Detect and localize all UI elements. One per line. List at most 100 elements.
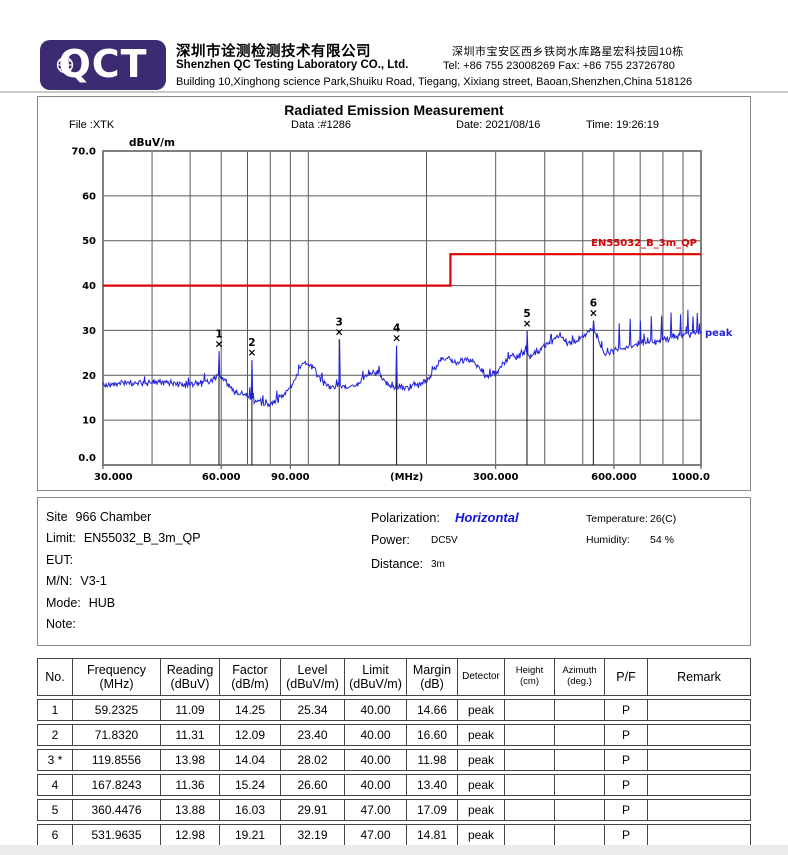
eut-label: EUT: — [46, 552, 74, 567]
column-header: Frequency (MHz) — [73, 658, 161, 696]
table-row: 5 360.4476 13.88 16.03 29.91 47.00 17.09 peak P — [37, 799, 751, 821]
table-cell: P — [605, 824, 648, 846]
table-cell — [648, 749, 751, 771]
info-right-column: Temperature: 26(C) Humidity: 54 % — [586, 509, 676, 551]
table-cell: 16.60 — [407, 724, 458, 746]
table-cell: 17.09 — [407, 799, 458, 821]
svg-text:90.000: 90.000 — [271, 472, 310, 483]
address-en: Building 10,Xinghong science Park,Shuiku… — [176, 76, 693, 88]
logo-text: QCT — [58, 42, 148, 86]
table-cell: P — [605, 724, 648, 746]
table-cell — [648, 774, 751, 796]
svg-text:6: 6 — [590, 298, 597, 310]
column-header: P/F — [605, 658, 648, 696]
table-cell: 13.40 — [407, 774, 458, 796]
table-cell: 119.8556 — [73, 749, 161, 771]
info-middle-column: Polarization: Horizontal Power: DC5V Dista… — [371, 507, 519, 577]
results-table-body: 1 59.2325 11.09 14.25 25.34 40.00 14.66 peak P 2 7… — [37, 699, 751, 846]
note-label: Note: — [46, 617, 76, 632]
table-cell — [505, 799, 555, 821]
table-cell: 59.2325 — [73, 699, 161, 721]
polarization-label: Polarization: — [371, 511, 440, 525]
globe-icon — [56, 56, 74, 74]
svg-text:×: × — [215, 338, 224, 350]
svg-text:60.000: 60.000 — [202, 472, 241, 483]
limit-label: Limit: — [46, 531, 76, 546]
mode-value: HUB — [88, 595, 116, 610]
test-info-section: Site 966 Chamber Limit: EN55032_B_3m_QP EU… — [37, 497, 751, 646]
table-cell: 6 — [37, 824, 73, 846]
file-label: File :XTK — [69, 119, 115, 131]
svg-text:30.000: 30.000 — [94, 472, 133, 483]
column-header: Height (cm) — [505, 658, 555, 696]
table-cell: 11.09 — [161, 699, 220, 721]
svg-text:20: 20 — [82, 371, 96, 382]
table-cell — [648, 824, 751, 846]
svg-text:×: × — [392, 333, 401, 345]
table-cell: 11.36 — [161, 774, 220, 796]
table-cell: 1 — [37, 699, 73, 721]
company-name-en: Shenzhen QC Testing Laboratory CO., Ltd. — [176, 59, 409, 71]
table-cell: 40.00 — [345, 749, 407, 771]
humidity-label: Humidity: — [586, 534, 630, 546]
table-cell: 25.34 — [281, 699, 345, 721]
table-cell: 14.25 — [220, 699, 281, 721]
table-row: 4 167.8243 11.36 15.24 26.60 40.00 13.40 peak P — [37, 774, 751, 796]
table-cell: 531.9635 — [73, 824, 161, 846]
table-cell: 47.00 — [345, 799, 407, 821]
svg-text:50: 50 — [82, 236, 96, 247]
svg-text:1000.0: 1000.0 — [671, 472, 710, 483]
svg-text:peak: peak — [705, 328, 733, 339]
table-cell: 5 — [37, 799, 73, 821]
table-cell — [505, 724, 555, 746]
column-header: Azimuth (deg.) — [555, 658, 605, 696]
table-cell — [555, 724, 605, 746]
table-cell — [648, 699, 751, 721]
table-cell: peak — [458, 699, 505, 721]
table-cell: 14.66 — [407, 699, 458, 721]
table-cell — [555, 699, 605, 721]
mn-label: M/N: — [46, 574, 73, 589]
svg-text:5: 5 — [523, 308, 530, 320]
table-cell: P — [605, 799, 648, 821]
table-row: 6 531.9635 12.98 19.21 32.19 47.00 14.81 peak P — [37, 824, 751, 846]
power-label: Power: — [371, 533, 410, 547]
table-cell: 16.03 — [220, 799, 281, 821]
column-header: Level (dBuV/m) — [281, 658, 345, 696]
table-cell: 3 * — [37, 749, 73, 771]
table-header-row: No. Frequency (MHz) Reading (dBuV) Factor (dB/… — [37, 658, 751, 696]
column-header: Detector — [458, 658, 505, 696]
address-cn: 深圳市宝安区西乡铁岗水库路星宏科技园10栋 — [452, 46, 684, 58]
table-row: 1 59.2325 11.09 14.25 25.34 40.00 14.66 peak P — [37, 699, 751, 721]
table-cell: 26.60 — [281, 774, 345, 796]
distance-label: Distance: — [371, 557, 424, 571]
svg-text:×: × — [335, 326, 344, 338]
table-cell — [648, 799, 751, 821]
table-cell: 15.24 — [220, 774, 281, 796]
power-value: DC5V — [431, 535, 458, 546]
table-cell: P — [605, 699, 648, 721]
svg-text:70.0: 70.0 — [71, 147, 96, 158]
svg-text:dBuV/m: dBuV/m — [129, 137, 175, 149]
results-table: No. Frequency (MHz) Reading (dBuV) Factor (dB/… — [37, 655, 751, 849]
site-value: 966 Chamber — [75, 510, 152, 524]
results-table-section: No. Frequency (MHz) Reading (dBuV) Factor (dB/… — [37, 655, 751, 849]
svg-text:30: 30 — [82, 326, 96, 337]
svg-text:×: × — [523, 318, 532, 330]
svg-text:×: × — [247, 347, 256, 359]
table-cell: 14.81 — [407, 824, 458, 846]
table-cell: 14.04 — [220, 749, 281, 771]
svg-text:0.0: 0.0 — [78, 453, 96, 464]
table-cell: P — [605, 749, 648, 771]
svg-text:3: 3 — [336, 316, 343, 328]
svg-text:60: 60 — [82, 191, 96, 202]
mode-label: Mode: — [46, 595, 81, 610]
table-cell: peak — [458, 724, 505, 746]
table-cell: 11.31 — [161, 724, 220, 746]
svg-text:EN55032_B_3m_QP: EN55032_B_3m_QP — [591, 238, 697, 249]
humidity-value: 54 % — [650, 534, 674, 546]
table-cell — [648, 724, 751, 746]
table-cell: 13.88 — [161, 799, 220, 821]
site-label: Site — [46, 510, 68, 524]
